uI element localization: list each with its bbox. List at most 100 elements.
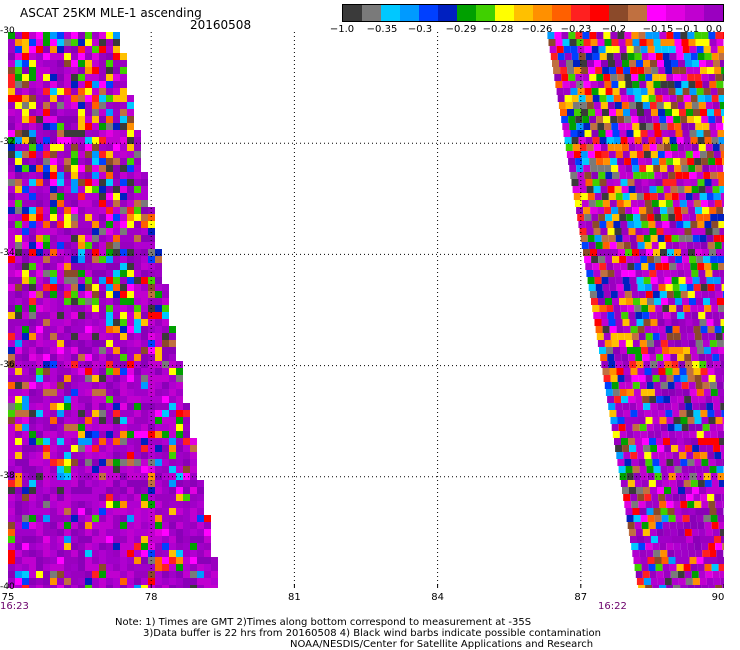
data-cell	[622, 151, 630, 158]
data-cell	[155, 354, 162, 361]
data-cell	[568, 74, 576, 81]
data-cell	[716, 340, 724, 347]
data-cell	[113, 207, 120, 214]
data-cell	[678, 487, 685, 494]
data-cell	[602, 368, 610, 375]
data-cell	[716, 207, 724, 214]
data-cell	[604, 39, 612, 46]
data-cell	[43, 305, 50, 312]
data-cell	[78, 200, 85, 207]
data-cell	[113, 431, 120, 438]
data-cell	[719, 102, 724, 109]
data-cell	[134, 207, 141, 214]
data-cell	[591, 46, 599, 53]
data-cell	[71, 396, 78, 403]
data-cell	[626, 473, 634, 480]
data-cell	[78, 263, 85, 270]
data-cell	[692, 235, 700, 242]
data-cell	[672, 67, 680, 74]
data-cell	[43, 382, 50, 389]
data-cell	[657, 60, 664, 67]
data-cell	[22, 578, 29, 585]
data-cell	[36, 501, 43, 508]
data-cell	[699, 235, 707, 242]
data-cell	[64, 312, 71, 319]
data-cell	[682, 256, 690, 263]
data-cell	[127, 249, 134, 256]
data-cell	[692, 361, 700, 368]
data-cell	[8, 452, 15, 459]
data-cell	[29, 452, 36, 459]
data-cell	[618, 123, 626, 130]
data-cell	[676, 263, 684, 270]
data-cell	[609, 326, 617, 333]
data-cell	[715, 74, 723, 81]
data-cell	[702, 340, 710, 347]
data-cell	[120, 165, 127, 172]
data-cell	[134, 494, 141, 501]
data-cell	[92, 501, 99, 508]
data-cell	[666, 585, 674, 588]
data-cell	[655, 221, 663, 228]
data-cell	[78, 585, 85, 588]
data-cell	[176, 424, 183, 431]
data-cell	[651, 494, 659, 501]
data-cell	[595, 284, 603, 291]
data-cell	[15, 396, 22, 403]
data-cell	[197, 508, 204, 515]
data-cell	[57, 557, 64, 564]
data-cell	[632, 508, 640, 515]
data-cell	[599, 305, 607, 312]
data-cell	[120, 571, 127, 578]
data-cell	[43, 200, 50, 207]
data-cell	[29, 571, 36, 578]
data-cell	[652, 501, 660, 508]
data-cell	[616, 109, 623, 116]
data-cell	[43, 445, 50, 452]
data-cell	[162, 396, 169, 403]
data-cell	[204, 585, 211, 588]
data-cell	[649, 312, 657, 319]
data-cell	[713, 277, 721, 284]
data-cell	[183, 550, 190, 557]
data-cell	[64, 60, 71, 67]
data-cell	[602, 284, 610, 291]
data-cell	[50, 60, 57, 67]
data-cell	[621, 144, 629, 151]
data-cell	[211, 578, 218, 585]
data-cell	[586, 144, 594, 151]
data-cell	[650, 151, 658, 158]
data-cell	[693, 452, 701, 459]
data-cell	[113, 116, 120, 123]
data-cell	[92, 214, 99, 221]
data-cell	[50, 529, 57, 536]
data-cell	[134, 298, 141, 305]
data-cell	[640, 298, 647, 305]
data-cell	[8, 116, 15, 123]
data-cell	[176, 515, 183, 522]
data-cell	[43, 228, 50, 235]
data-cell	[15, 494, 22, 501]
data-cell	[78, 571, 85, 578]
data-cell	[127, 235, 134, 242]
data-cell	[78, 522, 85, 529]
data-cell	[190, 550, 197, 557]
data-cell	[688, 382, 696, 389]
data-cell	[580, 235, 588, 242]
data-cell	[662, 179, 670, 186]
data-cell	[113, 221, 120, 228]
data-cell	[92, 480, 99, 487]
data-cell	[155, 256, 162, 263]
data-cell	[706, 487, 713, 494]
data-cell	[155, 333, 162, 340]
data-cell	[113, 347, 120, 354]
data-cell	[669, 263, 677, 270]
data-cell	[8, 515, 15, 522]
data-cell	[113, 585, 120, 588]
data-cell	[113, 284, 120, 291]
data-cell	[113, 389, 120, 396]
data-cell	[8, 585, 15, 588]
data-cell	[127, 368, 134, 375]
data-cell	[29, 186, 36, 193]
data-cell	[183, 515, 190, 522]
